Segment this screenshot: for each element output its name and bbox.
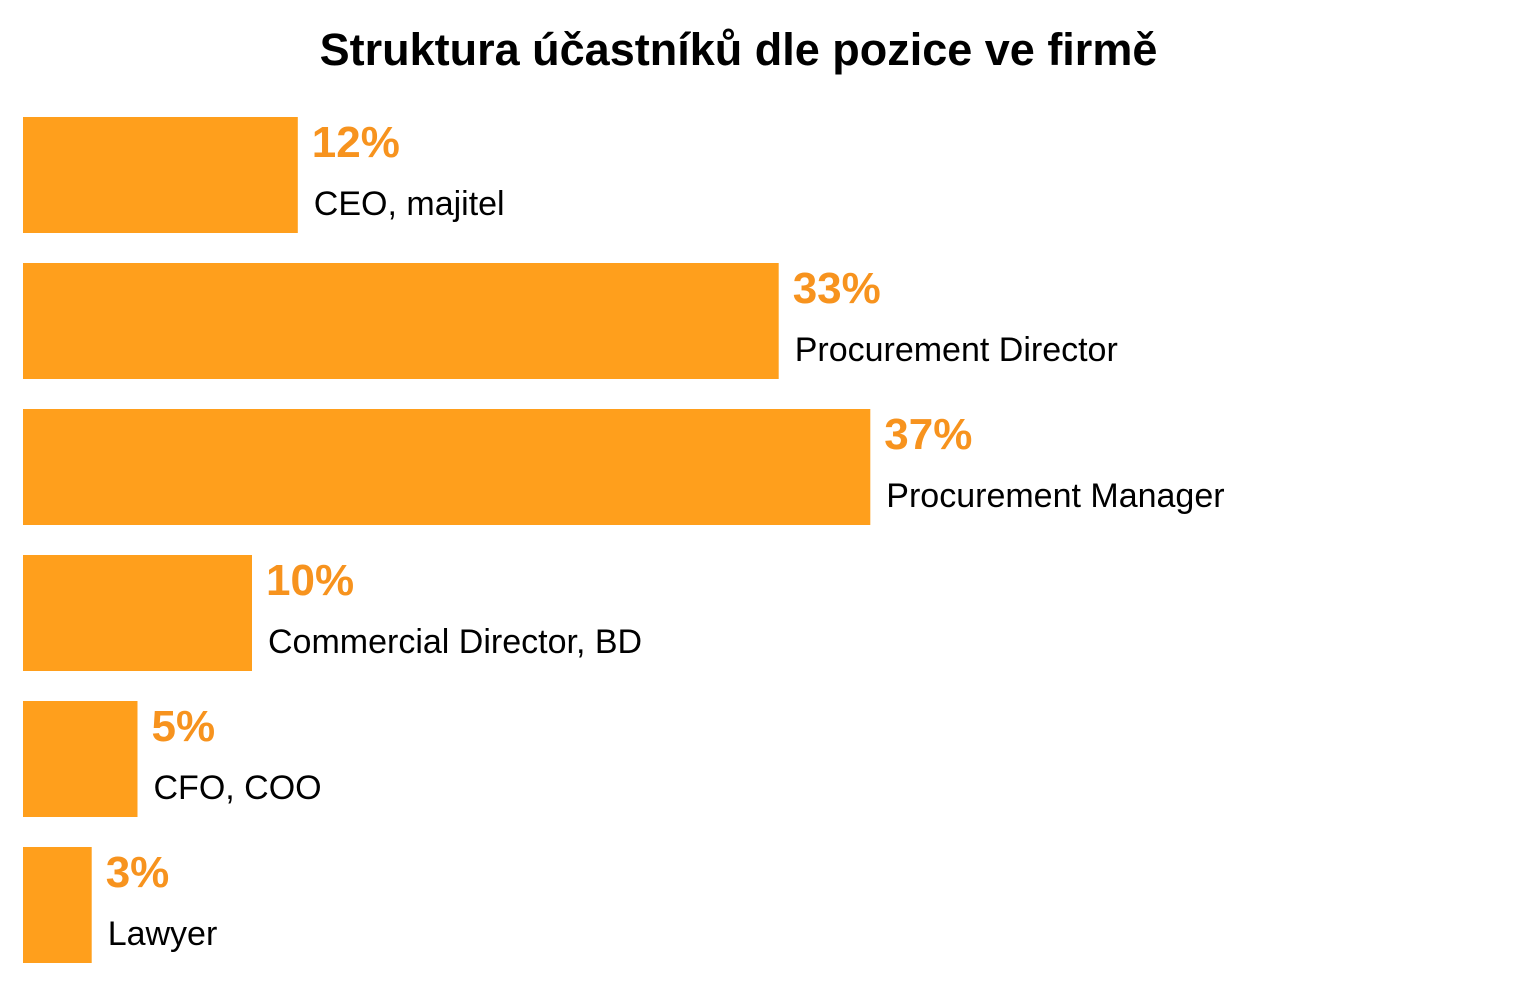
value-label: 37%: [884, 410, 972, 459]
category-label: CEO, majitel: [314, 185, 505, 223]
category-label: Commercial Director, BD: [268, 623, 642, 661]
bar-group: 10% Commercial Director, BD: [23, 555, 642, 671]
bar: [23, 701, 138, 817]
bar: [23, 117, 298, 233]
category-label: Procurement Director: [795, 331, 1118, 369]
bar: [23, 847, 92, 963]
bar-group: 33% Procurement Director: [23, 263, 1118, 379]
bar-group: 37% Procurement Manager: [23, 409, 1225, 525]
bar: [23, 263, 779, 379]
category-label: Procurement Manager: [886, 477, 1224, 515]
bar: [23, 555, 252, 671]
category-label: Lawyer: [108, 915, 218, 953]
value-label: 3%: [106, 848, 170, 897]
category-label: CFO, COO: [154, 769, 322, 807]
bar-group: 12% CEO, majitel: [23, 117, 505, 233]
bar: [23, 409, 871, 525]
value-label: 33%: [793, 264, 881, 313]
chart-title: Struktura účastníků dle pozice ve firmě: [319, 24, 1158, 75]
bar-group: 3% Lawyer: [23, 847, 217, 963]
bar-group: 5% CFO, COO: [23, 701, 322, 817]
value-label: 5%: [152, 702, 216, 751]
value-label: 10%: [266, 556, 354, 605]
value-label: 12%: [312, 118, 400, 167]
